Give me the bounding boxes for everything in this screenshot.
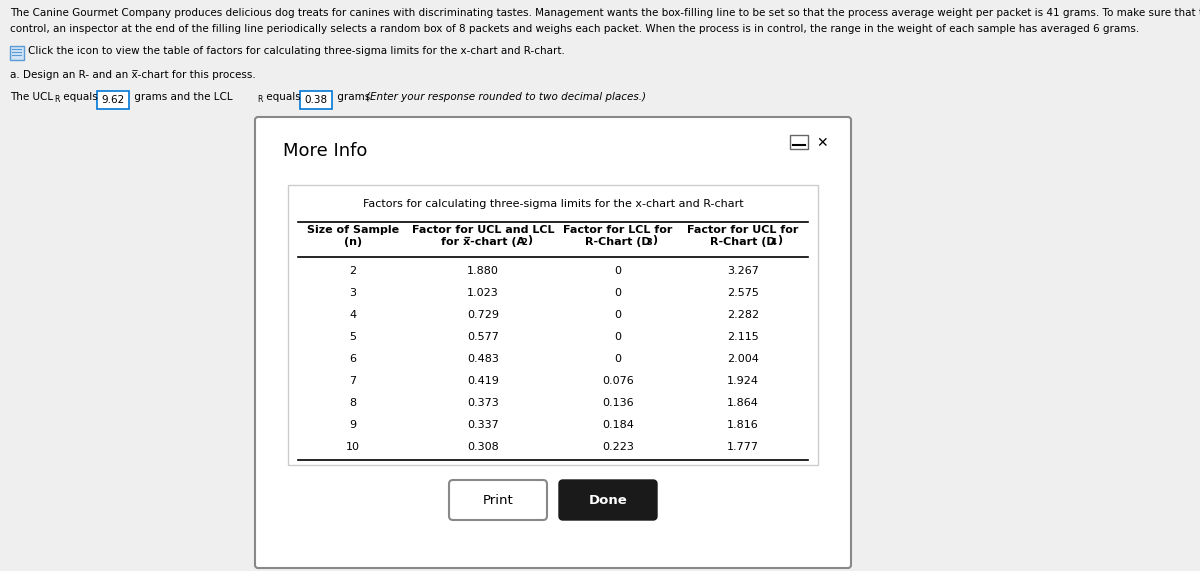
Text: R: R	[54, 95, 59, 104]
Text: grams and the LCL: grams and the LCL	[131, 92, 233, 102]
Text: 4: 4	[772, 238, 776, 247]
Text: Click the icon to view the table of factors for calculating three-sigma limits f: Click the icon to view the table of fact…	[28, 46, 565, 56]
Text: 3: 3	[349, 288, 356, 298]
Text: 0.136: 0.136	[602, 398, 634, 408]
Text: 2: 2	[349, 266, 356, 276]
Text: 0: 0	[614, 266, 622, 276]
Text: 2.575: 2.575	[727, 288, 758, 298]
Text: 3: 3	[646, 238, 652, 247]
Text: 0.483: 0.483	[467, 354, 499, 364]
Text: 10: 10	[346, 442, 360, 452]
Text: Factor for UCL for
R-Chart (D: Factor for UCL for R-Chart (D	[688, 225, 799, 247]
Text: control, an inspector at the end of the filling line periodically selects a rand: control, an inspector at the end of the …	[10, 24, 1139, 34]
Text: 0.419: 0.419	[467, 376, 499, 386]
FancyBboxPatch shape	[790, 135, 808, 149]
Text: ): )	[652, 235, 658, 245]
Text: a. Design an R- and an x̅-chart for this process.: a. Design an R- and an x̅-chart for this…	[10, 70, 256, 80]
Text: Factor for LCL for
R-Chart (D: Factor for LCL for R-Chart (D	[563, 225, 673, 247]
Text: ): )	[778, 235, 782, 245]
FancyBboxPatch shape	[288, 185, 818, 465]
Text: equals: equals	[263, 92, 304, 102]
Text: Done: Done	[589, 493, 628, 506]
Text: The Canine Gourmet Company produces delicious dog treats for canines with discri: The Canine Gourmet Company produces deli…	[10, 8, 1200, 18]
Text: 0.729: 0.729	[467, 310, 499, 320]
Text: 1.816: 1.816	[727, 420, 758, 430]
Text: 1.924: 1.924	[727, 376, 760, 386]
Text: 0.577: 0.577	[467, 332, 499, 342]
Text: 8: 8	[349, 398, 356, 408]
Text: 6: 6	[349, 354, 356, 364]
Text: 4: 4	[349, 310, 356, 320]
Text: equals: equals	[60, 92, 101, 102]
Text: 0: 0	[614, 332, 622, 342]
Text: 0.373: 0.373	[467, 398, 499, 408]
Text: 0.308: 0.308	[467, 442, 499, 452]
Text: 0: 0	[614, 288, 622, 298]
Text: 1.864: 1.864	[727, 398, 758, 408]
Text: 0: 0	[614, 310, 622, 320]
FancyBboxPatch shape	[256, 117, 851, 568]
Text: 2.115: 2.115	[727, 332, 758, 342]
Text: 1.023: 1.023	[467, 288, 499, 298]
FancyBboxPatch shape	[97, 91, 130, 109]
Text: The UCL: The UCL	[10, 92, 53, 102]
Text: 2.004: 2.004	[727, 354, 758, 364]
Text: More Info: More Info	[283, 142, 367, 160]
Text: 9.62: 9.62	[101, 95, 125, 105]
Text: Size of Sample
(n): Size of Sample (n)	[307, 225, 400, 247]
Text: R: R	[257, 95, 263, 104]
Text: 3.267: 3.267	[727, 266, 758, 276]
Text: 7: 7	[349, 376, 356, 386]
FancyBboxPatch shape	[449, 480, 547, 520]
Text: 0: 0	[614, 354, 622, 364]
Text: 1.880: 1.880	[467, 266, 499, 276]
Text: 0.076: 0.076	[602, 376, 634, 386]
FancyBboxPatch shape	[10, 46, 24, 60]
Text: grams.: grams.	[334, 92, 377, 102]
Text: Print: Print	[482, 493, 514, 506]
FancyBboxPatch shape	[559, 480, 658, 520]
Text: 9: 9	[349, 420, 356, 430]
Text: 0.38: 0.38	[305, 95, 328, 105]
Text: 5: 5	[349, 332, 356, 342]
Text: 1.777: 1.777	[727, 442, 760, 452]
FancyBboxPatch shape	[300, 91, 332, 109]
Text: Factors for calculating three-sigma limits for the x-chart and R-chart: Factors for calculating three-sigma limi…	[362, 199, 743, 209]
Text: Factor for UCL and LCL
for x̅-chart (A: Factor for UCL and LCL for x̅-chart (A	[412, 225, 554, 247]
Text: 0.223: 0.223	[602, 442, 634, 452]
Text: 0.337: 0.337	[467, 420, 499, 430]
Text: ✕: ✕	[816, 136, 828, 150]
Text: 0.184: 0.184	[602, 420, 634, 430]
Text: 2: 2	[521, 238, 527, 247]
Text: (Enter your response rounded to two decimal places.): (Enter your response rounded to two deci…	[366, 92, 646, 102]
Text: ): )	[527, 235, 532, 245]
Text: 2.282: 2.282	[727, 310, 760, 320]
